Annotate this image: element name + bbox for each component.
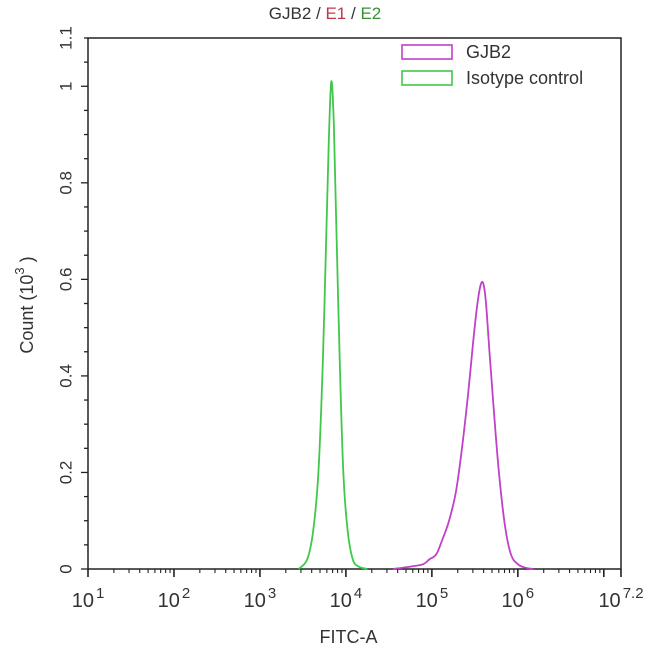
legend-label-gjb2: GJB2 <box>466 42 511 62</box>
legend-swatch-gjb2 <box>401 44 453 60</box>
gjb2-histogram-line <box>393 280 534 570</box>
title-sep-2: / <box>346 4 361 23</box>
x-tick-label: 10 3 <box>244 585 277 612</box>
title-sep-1: / <box>311 4 326 23</box>
y-tick-label: 1 <box>57 82 76 91</box>
y-axis-label: Count (103 ) <box>12 256 38 353</box>
plot-frame <box>87 37 622 570</box>
title-part-gjb2: GJB2 <box>268 4 312 23</box>
axis-labels: FITC-A Count (103 ) <box>12 256 378 647</box>
y-axis: 0 0.2 0.4 0.6 0.8 1 1.1 <box>57 26 88 574</box>
plot-border <box>87 37 622 570</box>
x-axis: 10 1 10 2 10 3 10 4 10 5 10 6 10 7.2 <box>72 569 644 612</box>
x-tick-label: 10 7.2 <box>598 585 643 612</box>
y-tick-label: 0 <box>57 564 76 573</box>
isotype-control-histogram-line <box>297 80 368 570</box>
x-axis-label: FITC-A <box>320 627 378 647</box>
series-layer <box>297 80 534 570</box>
chart-title: GJB2 / E1 / E2 <box>0 4 650 24</box>
y-tick-label: 0.8 <box>57 171 76 195</box>
title-part-e2: E2 <box>360 4 382 23</box>
legend-swatch-isotype <box>401 70 453 86</box>
y-tick-label: 0.4 <box>57 364 76 388</box>
x-tick-label: 10 4 <box>330 585 363 612</box>
y-tick-label: 0.2 <box>57 461 76 485</box>
x-tick-label: 10 5 <box>416 585 449 612</box>
y-tick-label: 1.1 <box>57 26 76 50</box>
y-tick-label: 0.6 <box>57 268 76 292</box>
x-tick-label: 10 1 <box>72 585 105 612</box>
legend-label-isotype: Isotype control <box>466 68 583 88</box>
x-tick-label: 10 2 <box>158 585 191 612</box>
x-tick-label: 10 6 <box>502 585 535 612</box>
legend: GJB2 Isotype control <box>401 42 583 88</box>
title-part-e1: E1 <box>325 4 347 23</box>
